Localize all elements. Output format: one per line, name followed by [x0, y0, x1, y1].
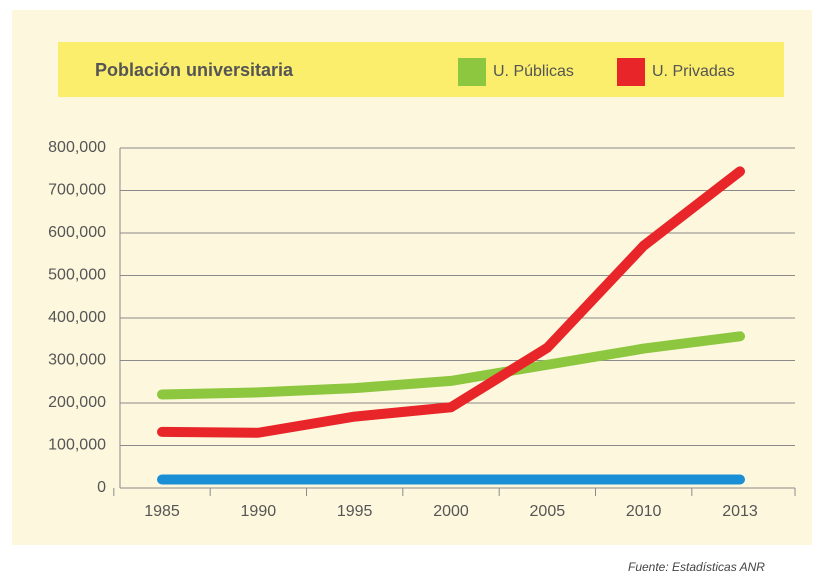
x-tick-label: 1985 [144, 503, 180, 520]
chart-background [12, 10, 812, 545]
y-tick-label: 500,000 [48, 267, 106, 284]
y-tick-label: 300,000 [48, 352, 106, 369]
x-tick-label: 1995 [337, 503, 373, 520]
y-tick-label: 400,000 [48, 309, 106, 326]
source-note: Fuente: Estadísticas ANR [628, 560, 765, 574]
legend-swatch [458, 58, 486, 86]
series-line [157, 166, 745, 438]
chart-title: Población universitaria [95, 60, 294, 80]
y-tick-label: 800,000 [48, 139, 106, 156]
y-tick-label: 200,000 [48, 394, 106, 411]
x-tick-label: 2010 [626, 503, 662, 520]
x-tick-label: 2000 [433, 503, 469, 520]
x-tick-label: 1990 [241, 503, 277, 520]
x-tick-label: 2013 [722, 503, 758, 520]
series-line [157, 331, 745, 400]
legend-label: U. Públicas [493, 63, 574, 80]
y-tick-label: 600,000 [48, 224, 106, 241]
y-tick-label: 700,000 [48, 182, 106, 199]
legend-swatch [617, 58, 645, 86]
x-tick-label: 2005 [530, 503, 566, 520]
title-box [58, 42, 784, 97]
legend-label: U. Privadas [652, 63, 735, 80]
y-tick-label: 100,000 [48, 437, 106, 454]
y-tick-label: 0 [97, 479, 106, 496]
